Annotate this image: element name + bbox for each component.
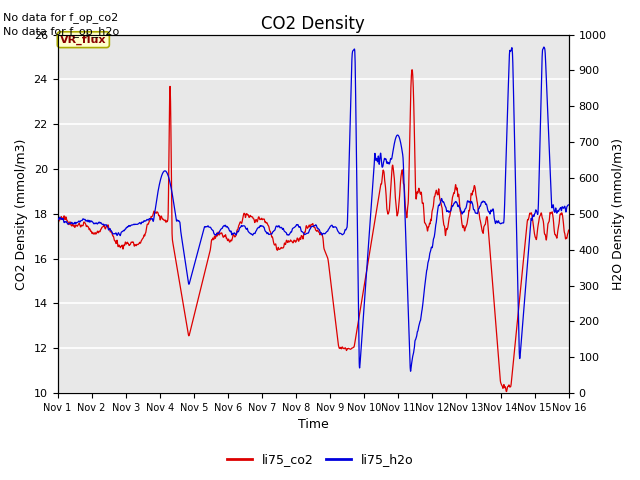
Legend: li75_co2, li75_h2o: li75_co2, li75_h2o: [221, 448, 419, 471]
Text: No data for f_op_h2o: No data for f_op_h2o: [3, 26, 120, 37]
Title: CO2 Density: CO2 Density: [261, 15, 365, 33]
Text: No data for f_op_co2: No data for f_op_co2: [3, 12, 118, 23]
Text: VR_flux: VR_flux: [60, 35, 107, 45]
X-axis label: Time: Time: [298, 419, 328, 432]
Y-axis label: CO2 Density (mmol/m3): CO2 Density (mmol/m3): [15, 138, 28, 289]
Y-axis label: H2O Density (mmol/m3): H2O Density (mmol/m3): [612, 138, 625, 290]
